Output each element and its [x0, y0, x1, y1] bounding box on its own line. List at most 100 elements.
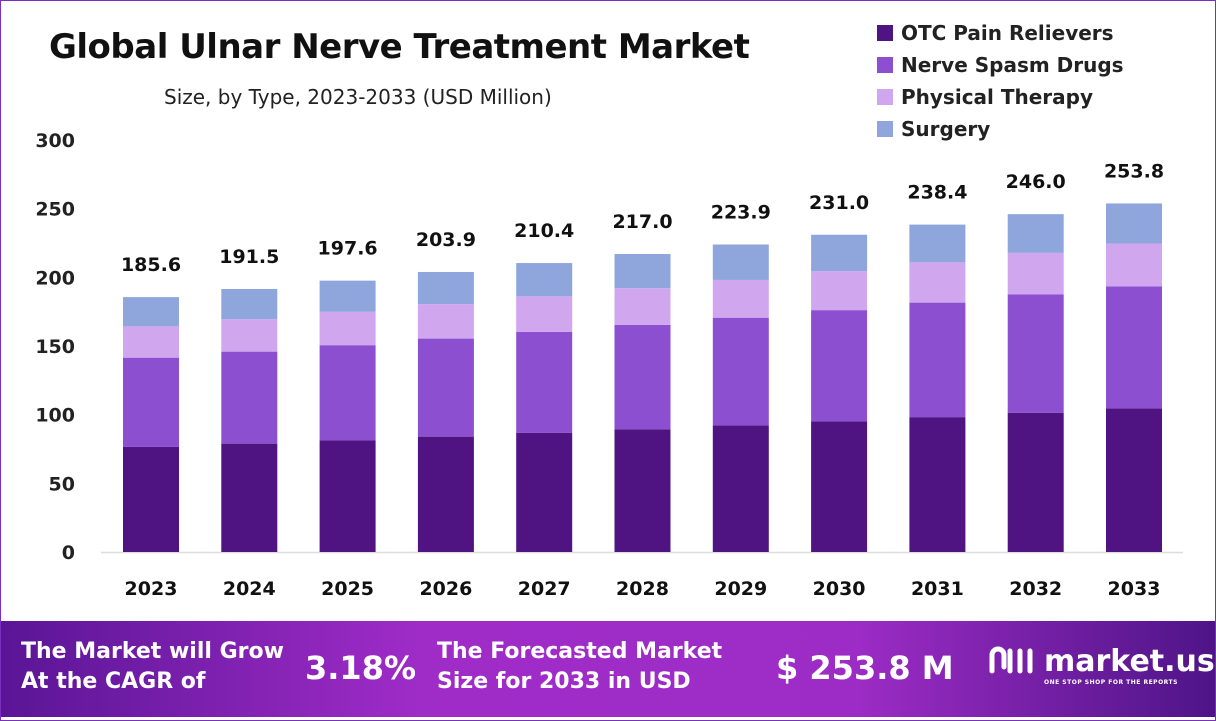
bar-segment: [909, 262, 966, 303]
legend-label: OTC Pain Relievers: [901, 21, 1114, 45]
x-tick-label: 2024: [223, 578, 276, 600]
bar-segment: [123, 357, 179, 447]
x-tick-label: 2023: [125, 578, 178, 600]
bar-segment: [614, 253, 671, 289]
forecast-label-line2: Size for 2033 in USD: [437, 669, 691, 694]
chart-subtitle: Size, by Type, 2023-2033 (USD Million): [164, 85, 552, 109]
legend-swatch: [877, 121, 893, 137]
bar-segment: [1106, 408, 1162, 552]
y-tick-label: 150: [35, 336, 75, 358]
logo-name: market.us: [1044, 643, 1215, 679]
bar-total-label: 217.0: [612, 211, 672, 233]
bar-segment: [417, 271, 474, 305]
bar-segment: [319, 280, 376, 312]
x-tick-label: 2025: [321, 578, 374, 600]
y-tick-label: 200: [35, 267, 75, 289]
legend-label: Nerve Spasm Drugs: [901, 53, 1124, 77]
legend: OTC Pain Relievers Nerve Spasm Drugs Physi…: [877, 17, 1124, 145]
bar-segment: [614, 324, 671, 430]
bar-segment: [516, 432, 573, 552]
y-tick-label: 300: [35, 130, 75, 152]
x-tick-label: 2027: [518, 578, 571, 600]
footer-banner: The Market will Grow At the CAGR of 3.18…: [1, 621, 1215, 717]
x-tick-label: 2033: [1108, 578, 1161, 600]
bar-segment: [516, 331, 573, 433]
x-tick-label: 2026: [419, 578, 472, 600]
bar-segment: [1007, 252, 1064, 295]
bar-segment: [516, 296, 573, 332]
bar-total-label: 210.4: [514, 220, 574, 242]
bar-total-label: 253.8: [1104, 160, 1164, 182]
bar-segment: [516, 263, 573, 297]
bar-total-label: 203.9: [416, 229, 476, 251]
cagr-label-line1: The Market will Grow: [21, 639, 284, 664]
bar-total-label: 231.0: [809, 192, 869, 214]
bar-segment: [1106, 286, 1162, 409]
forecast-value: $ 253.8 M: [776, 649, 954, 687]
legend-label: Physical Therapy: [901, 85, 1094, 109]
bar-segment: [319, 440, 376, 552]
bar-segment: [614, 429, 671, 552]
y-tick-label: 250: [35, 199, 75, 221]
legend-swatch: [877, 25, 893, 41]
bar-segment: [1106, 203, 1162, 244]
bar-segment: [1007, 214, 1064, 253]
y-tick-label: 100: [35, 405, 75, 427]
bar-total-label: 191.5: [219, 246, 279, 268]
bar-segment: [417, 436, 474, 552]
bar-segment: [123, 326, 179, 358]
bar-segment: [909, 417, 966, 552]
bar-total-label: 238.4: [907, 182, 967, 204]
market-us-logo: market.us ONE STOP SHOP FOR THE REPORTS: [986, 641, 1215, 686]
bar-segment: [319, 345, 376, 441]
bar-segment: [221, 319, 278, 352]
bar-segment: [811, 421, 868, 552]
bar-segment: [1106, 243, 1162, 287]
cagr-label-line2: At the CAGR of: [21, 669, 206, 694]
legend-item: OTC Pain Relievers: [877, 17, 1124, 49]
bar-segment: [712, 425, 769, 552]
bar-segment: [909, 224, 966, 263]
logo-tagline: ONE STOP SHOP FOR THE REPORTS: [1044, 679, 1178, 686]
bar-segment: [1007, 412, 1064, 552]
legend-label: Surgery: [901, 117, 991, 141]
bar-segment: [712, 279, 769, 318]
bar-segment: [221, 289, 278, 320]
bar-segment: [1007, 294, 1064, 413]
x-tick-label: 2030: [813, 578, 866, 600]
x-tick-label: 2032: [1009, 578, 1062, 600]
bar-segment: [811, 234, 868, 272]
x-tick-label: 2028: [616, 578, 669, 600]
bar-total-label: 197.6: [318, 238, 378, 260]
cagr-value: 3.18%: [305, 649, 417, 687]
x-tick-label: 2031: [911, 578, 964, 600]
bar-segment: [417, 304, 474, 339]
x-tick-label: 2029: [714, 578, 767, 600]
y-tick-label: 0: [62, 542, 75, 564]
bar-total-label: 246.0: [1006, 171, 1066, 193]
bar-segment: [614, 288, 671, 325]
legend-item: Surgery: [877, 113, 1124, 145]
bar-segment: [319, 311, 376, 346]
cagr-label: The Market will Grow At the CAGR of: [21, 637, 284, 697]
bar-segment: [712, 244, 769, 280]
bar-segment: [123, 297, 179, 327]
legend-swatch: [877, 57, 893, 73]
legend-item: Nerve Spasm Drugs: [877, 49, 1124, 81]
logo-icon: [989, 646, 1033, 674]
bar-total-label: 185.6: [121, 254, 181, 276]
stacked-bar-chart: 0 50 100 150 200 250 300 185.6 2023 191.5 2024 197.…: [35, 130, 1183, 600]
forecast-label: The Forecasted Market Size for 2033 in U…: [437, 637, 722, 697]
bar-segment: [221, 443, 278, 552]
bar-segment: [811, 310, 868, 422]
y-tick-label: 50: [49, 473, 75, 495]
bar-segment: [417, 338, 474, 437]
bar-segment: [712, 317, 769, 426]
bar-segment: [811, 271, 868, 311]
bar-segment: [909, 302, 966, 418]
bar-segment: [221, 351, 278, 444]
chart-title: Global Ulnar Nerve Treatment Market: [49, 27, 750, 67]
bar-total-label: 223.9: [711, 202, 771, 224]
forecast-label-line1: The Forecasted Market: [437, 639, 723, 664]
